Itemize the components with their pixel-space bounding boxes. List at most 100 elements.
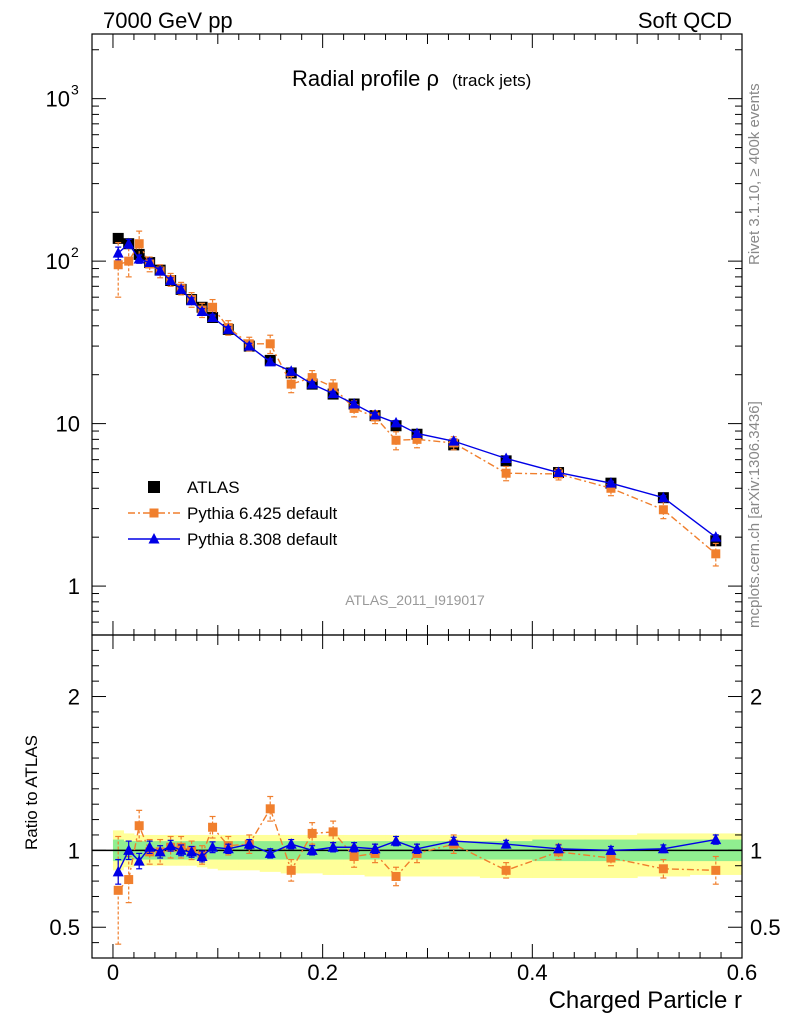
atlas-data-series — [112, 232, 722, 547]
legend-marker-pythia6 — [149, 508, 159, 518]
ratio-pythia8-point — [112, 865, 124, 877]
ratio-pythia8-series — [112, 833, 722, 885]
pythia8-point — [369, 408, 381, 420]
pythia8-point — [500, 452, 512, 463]
ratio-pythia6-point — [391, 871, 401, 881]
ratio-pythia8-point — [369, 842, 381, 854]
ratio-pythia6-point — [658, 864, 668, 874]
legend-marker-atlas — [148, 481, 160, 493]
pythia8-point — [222, 323, 234, 334]
legend-label: Pythia 6.425 default — [187, 504, 338, 523]
atlas-data-point — [112, 232, 124, 244]
ratio-pythia8-point — [133, 855, 145, 866]
y-tick-label: 1 — [68, 574, 80, 599]
pythia6-point — [265, 339, 275, 349]
ratio-pythia8-point — [207, 841, 219, 852]
pythia6-point — [412, 434, 422, 444]
chart-subtitle: (track jets) — [452, 71, 531, 90]
pythia8-point — [123, 237, 135, 249]
ratio-pythia6-point — [328, 827, 338, 837]
ratio-pythia8-point — [605, 844, 617, 855]
x-axis-label: Charged Particle r — [549, 987, 742, 1014]
pythia6-point — [328, 382, 338, 392]
ratio-y-tick-label: 0.5 — [49, 915, 80, 940]
legend-label: Pythia 8.308 default — [187, 530, 338, 549]
ratio-pythia6-point — [113, 885, 123, 895]
ratio-pythia8-point — [196, 850, 208, 861]
y-tick-label: 10 — [46, 249, 70, 274]
pythia8-point — [112, 247, 124, 258]
pythia8-point — [207, 311, 219, 322]
x-tick-label: 0.2 — [307, 960, 338, 985]
pythia8-point — [186, 294, 198, 306]
ratio-y-tick-label: 1 — [68, 838, 80, 863]
legend-label: ATLAS — [187, 478, 240, 497]
pythia8-point — [285, 365, 297, 376]
pythia6-point — [606, 483, 616, 493]
ratio-pythia8-point — [327, 841, 339, 852]
pythia6-point — [208, 302, 218, 312]
chart-title-main: Radial profile ρ — [292, 66, 439, 91]
pythia8-point — [196, 305, 208, 316]
pythia8-point — [411, 427, 423, 438]
pythia8-series — [112, 237, 722, 542]
y-tick-label-exponent: 2 — [71, 244, 79, 260]
ratio-pythia8-point — [348, 841, 360, 852]
pythia6-point — [711, 549, 721, 559]
ratio-pythia8-point — [186, 845, 198, 857]
pythia8-point — [390, 416, 402, 428]
y-tick-label: 10 — [46, 87, 70, 112]
ratio-pythia8-point — [448, 835, 460, 846]
ratio-pythia6-point — [349, 851, 359, 861]
pythia8-point — [657, 491, 669, 503]
pythia8-point — [348, 398, 360, 409]
pythia6-point — [134, 239, 144, 249]
ratio-pythia8-point — [553, 842, 565, 854]
ratio-pythia8-point — [144, 841, 156, 852]
ratio-pythia6-point — [265, 804, 275, 814]
y-tick-label: 10 — [56, 412, 80, 437]
ratio-y-tick-label-right: 0.5 — [750, 915, 781, 940]
pythia6-point — [658, 505, 668, 515]
ratio-plot-frame — [91, 634, 743, 959]
ratio-y-tick-label-right: 1 — [750, 838, 762, 863]
x-tick-label: 0.4 — [517, 960, 548, 985]
ratio-pythia8-point — [123, 844, 135, 855]
pythia8-point — [448, 435, 460, 446]
ratio-pythia6-point — [134, 821, 144, 831]
pythia8-point — [264, 355, 276, 367]
ratio-pythia8-point — [243, 838, 255, 849]
header-process-label: Soft QCD — [637, 8, 732, 33]
legend — [128, 481, 180, 544]
pythia6-point — [113, 260, 123, 270]
ratio-pythia6-point — [501, 865, 511, 875]
pythia8-point — [133, 253, 145, 264]
pythia8-point — [306, 378, 318, 389]
pythia8-point — [175, 283, 187, 294]
ratio-pythia6-point — [124, 875, 134, 885]
ratio-pythia8-point — [165, 839, 177, 851]
ratio-pythia8-point — [154, 845, 166, 857]
ratio-pythia8-point — [500, 838, 512, 849]
pythia8-point — [327, 387, 339, 399]
y-axis-label: Ratio to ATLAS — [22, 735, 41, 850]
analysis-label: ATLAS_2011_I919017 — [345, 592, 485, 608]
pythia8-point — [710, 531, 722, 542]
pythia8-point — [605, 477, 617, 488]
pythia6-point — [286, 379, 296, 389]
ratio-pythia6-point — [711, 865, 721, 875]
ratio-pythia8-point — [222, 842, 234, 854]
ratio-pythia6-point — [208, 822, 218, 832]
ratio-y-tick-label-right: 2 — [750, 685, 762, 710]
pythia8-point — [154, 264, 166, 276]
ratio-pythia6-point — [606, 853, 616, 863]
ratio-pythia6-point — [286, 865, 296, 875]
ratio-pythia8-point — [175, 844, 187, 855]
ratio-pythia8-point — [306, 844, 318, 855]
x-tick-label: 0 — [107, 960, 119, 985]
ratio-pythia8-point — [657, 842, 669, 854]
pythia6-point — [124, 256, 134, 266]
legend-marker-pythia8 — [148, 533, 160, 544]
ratio-pythia8-point — [411, 842, 423, 854]
